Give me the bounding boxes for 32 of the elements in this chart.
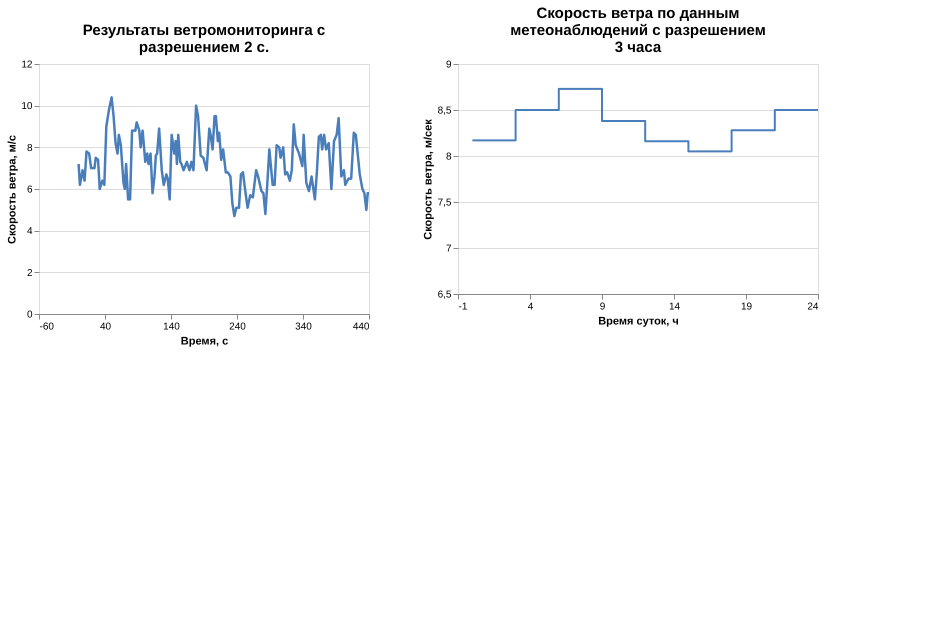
line-series <box>77 96 370 218</box>
y-tick-label: 8,5 <box>438 106 452 116</box>
y-axis-title: Скорость ветра, м/с <box>6 135 18 244</box>
y-tick-label: 8 <box>26 142 33 154</box>
y-tick-label: 7,5 <box>438 198 452 208</box>
y-tick-label: 12 <box>21 60 33 70</box>
x-tick-label: 440 <box>352 322 370 332</box>
y-tick-label: 4 <box>26 226 33 238</box>
x-tick-label: 24 <box>807 302 819 312</box>
x-tick-label: 340 <box>295 322 312 332</box>
y-tick-label: 10 <box>21 101 33 112</box>
chart-title: Скорость ветра по данным метеонаблюдений с разрешением 3 часа <box>510 5 766 56</box>
y-tick-label: 7 <box>446 244 452 254</box>
x-tick-label: 140 <box>163 322 180 332</box>
x-tick-label: 19 <box>740 302 752 312</box>
chart-title: Результаты ветромониторинга с разрешением 2 с. <box>82 22 326 56</box>
x-axis-title: Время, с <box>180 336 228 348</box>
y-tick-label: 8 <box>446 152 452 162</box>
x-tick-label: 4 <box>528 302 534 312</box>
y-tick-label: 2 <box>26 268 33 279</box>
x-tick-label: -1 <box>458 302 468 312</box>
x-tick-label: 14 <box>668 302 680 312</box>
x-axis-title: Время суток, ч <box>598 316 679 328</box>
y-tick-label: 9 <box>446 60 452 70</box>
y-axis-title: Скорость ветра, м/сек <box>422 118 435 240</box>
x-tick-label: 9 <box>600 302 606 312</box>
x-tick-label: 240 <box>229 322 246 332</box>
x-tick-label: 40 <box>100 322 112 332</box>
y-tick-label: 0 <box>26 310 33 320</box>
y-tick-label: 6 <box>26 184 33 196</box>
x-tick-label: -60 <box>40 322 54 332</box>
y-tick-label: 6,5 <box>438 290 452 300</box>
